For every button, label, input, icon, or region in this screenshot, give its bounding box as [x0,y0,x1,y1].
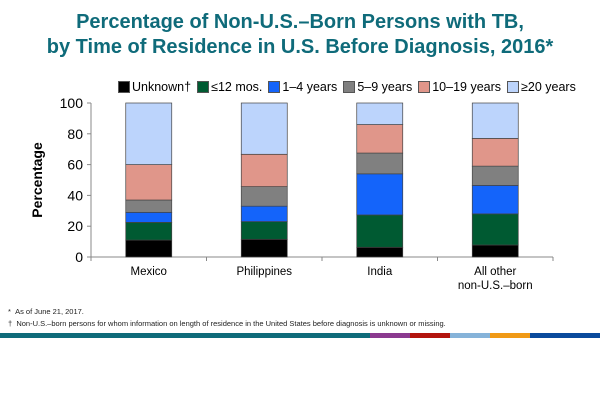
x-tick-label: Mexico [131,266,167,278]
x-tick-label: All other [474,266,516,278]
bar-segment [240,238,288,258]
legend-item: 10–19 years [418,80,501,94]
color-band-segment [0,333,370,338]
bar-segment [125,102,173,165]
color-band-segment [530,333,600,338]
bar-segment [240,221,288,240]
bar-segment [240,186,288,207]
footnote-text: As of June 21, 2017. [15,307,84,316]
y-tick-label: 100 [60,95,84,111]
x-tick-label: Philippines [236,266,292,278]
color-band-segment [370,333,410,338]
legend-item: 5–9 years [343,80,412,94]
legend-label: ≥20 years [521,80,576,94]
footnote-1: * As of June 21, 2017. [8,307,84,316]
bar-segment [471,244,519,258]
legend-item: Unknown† [118,80,191,94]
bar-segment [356,173,404,216]
bar-segment [125,239,173,258]
bar-segment [240,102,288,155]
legend-swatch [418,81,431,93]
bar-segment [125,222,173,241]
color-band-segment [450,333,490,338]
y-tick-label: 80 [67,126,83,142]
bar-segment [356,152,404,175]
bar-segment [356,214,404,248]
bar-segment [356,124,404,154]
legend-label: 1–4 years [282,80,338,94]
y-tick-label: 40 [67,187,83,203]
legend-swatch [268,81,281,93]
stacked-bar-chart: 0 20 40 60 80 100 Percentage Mexico Philippines I… [29,95,554,292]
y-tick-label: 60 [67,157,83,173]
x-tick-label: non-U.S.–born [458,280,533,292]
footnote-mark: * [8,307,11,316]
bar-segment [471,185,519,215]
color-band-segment [490,333,530,338]
bar-segment [125,211,173,223]
legend-swatch [507,81,520,93]
legend-item: ≥20 years [507,80,576,94]
footnote-mark: † [8,319,13,328]
y-axis-label: Percentage [29,142,45,218]
bar-segment [125,164,173,201]
legend-label: ≤12 mos. [211,80,263,94]
y-tick-label: 0 [75,249,83,265]
bar-segment [356,102,404,125]
title-line-1: Percentage of Non-U.S.–Born Persons with… [76,11,524,33]
bar-segment [471,213,519,246]
bar-segment [125,199,173,213]
bar-segment [471,102,519,139]
bar-segment [471,165,519,186]
legend-label: Unknown† [132,80,192,94]
footnote-text: Non-U.S.–born persons for whom informati… [16,319,446,328]
title-line-2: by Time of Residence in U.S. Before Diag… [46,36,554,58]
legend-label: 5–9 years [357,80,413,94]
y-tick-label: 20 [67,218,83,234]
bar-segment [240,205,288,222]
legend-swatch [197,81,210,93]
legend-swatch [343,81,356,93]
bar-segment [471,138,519,167]
x-tick-label: India [367,266,393,278]
bar-segment [240,153,288,187]
color-band-segment [410,333,450,338]
legend-item: ≤12 mos. [197,80,262,94]
legend-label: 10–19 years [432,80,502,94]
legend: Unknown† ≤12 mos. 1–4 years 5–9 years 10–19 … [118,80,576,94]
legend-swatch [118,81,130,93]
bar-segment [356,246,404,258]
legend-item: 1–4 years [268,80,337,94]
footnote-2: † Non-U.S.–born persons for whom informa… [8,319,446,328]
chart-title: Percentage of Non-U.S.–Born Persons with… [0,10,600,60]
